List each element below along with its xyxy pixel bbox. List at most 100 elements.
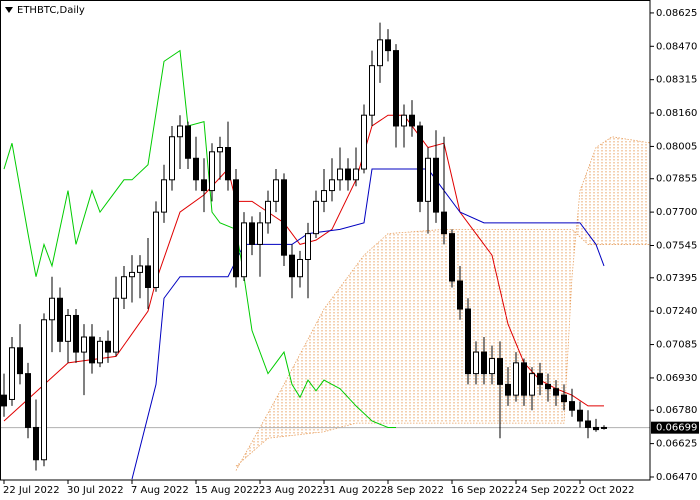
candle-body: [369, 65, 375, 116]
candle-body: [209, 151, 215, 192]
y-tick-label: 0.07545: [656, 240, 697, 251]
candle-body: [113, 297, 119, 353]
y-tick-label: 0.07395: [656, 273, 697, 284]
candle-body: [521, 362, 527, 396]
candle-body: [89, 336, 95, 364]
x-tick-label: 22 Jul 2022: [3, 485, 60, 496]
candle-body: [585, 420, 591, 428]
candle-body: [121, 276, 127, 299]
candle-body: [17, 347, 23, 375]
x-tick-label: 30 Jul 2022: [67, 485, 124, 496]
menu-triangle[interactable]: [5, 7, 13, 13]
x-tick-label: 2 Oct 2022: [579, 485, 634, 496]
candle-body: [353, 168, 359, 181]
candle-body: [433, 157, 439, 213]
candle-body: [505, 383, 511, 396]
candle-body: [393, 50, 399, 127]
candle-body: [385, 39, 391, 52]
candle-body: [273, 179, 279, 202]
candle-body: [529, 373, 535, 396]
candle-body: [129, 271, 135, 278]
candle-body: [489, 358, 495, 375]
candle-body: [305, 233, 311, 260]
candle-body: [233, 179, 239, 278]
candle-body: [73, 314, 79, 353]
x-tick-label: 23 Aug 2022: [259, 485, 323, 496]
candle-body: [177, 125, 183, 138]
candle-body: [249, 222, 255, 245]
candle-body: [377, 39, 383, 67]
y-tick-label: 0.06780: [656, 405, 697, 416]
x-tick-label: 16 Sep 2022: [451, 485, 514, 496]
candle-body: [257, 222, 263, 245]
candle-body: [537, 373, 543, 385]
x-tick-label: 8 Sep 2022: [387, 485, 444, 496]
x-tick-label: 7 Aug 2022: [131, 485, 189, 496]
chart-title: ETHBTC,Daily: [17, 5, 85, 16]
candle-body: [337, 168, 343, 181]
candle-body: [577, 409, 583, 422]
y-tick-label: 0.06470: [656, 472, 697, 483]
y-tick-label: 0.06625: [656, 439, 697, 450]
y-tick-label: 0.08625: [656, 8, 697, 19]
cloud-edge: [235, 136, 650, 467]
candle-body: [161, 179, 167, 213]
candle-body: [401, 114, 407, 127]
candle-body: [201, 179, 207, 192]
y-tick-label: 0.07700: [656, 207, 697, 218]
candle-body: [57, 297, 63, 342]
candle-body: [345, 168, 351, 181]
candle-body: [481, 351, 487, 375]
plot-area: [0, 22, 650, 480]
candle-body: [153, 211, 159, 288]
y-tick-label: 0.08470: [656, 41, 697, 52]
candle-body: [361, 114, 367, 170]
current-price-box: [651, 421, 699, 434]
indicator-line: [3, 49, 396, 428]
candle-body: [137, 265, 143, 273]
y-tick-label: 0.08005: [656, 141, 697, 152]
y-tick-label: 0.08160: [656, 108, 697, 119]
x-tick-label: 24 Sep 2022: [515, 485, 578, 496]
x-tick-label: 31 Aug 2022: [323, 485, 387, 496]
candle-body: [169, 136, 175, 181]
y-tick-label: 0.08315: [656, 75, 697, 86]
candle-body: [297, 258, 303, 278]
candle-body: [9, 347, 15, 400]
candle-body: [561, 394, 567, 403]
candle-body: [1, 394, 7, 407]
candle-body: [289, 254, 295, 278]
y-tick-label: 0.07855: [656, 174, 697, 185]
candle-body: [41, 319, 47, 461]
candle-body: [225, 147, 231, 181]
y-tick-label: 0.06930: [656, 373, 697, 384]
cloud-edge: [235, 228, 650, 471]
y-tick-label: 0.07240: [656, 306, 697, 317]
candle-body: [457, 280, 463, 310]
candle-body: [65, 314, 71, 342]
candle-body: [417, 125, 423, 202]
candle-body: [217, 147, 223, 153]
candle-body: [321, 190, 327, 202]
candle-body: [497, 358, 503, 385]
candle-body: [465, 308, 471, 375]
candle-body: [569, 401, 575, 411]
y-tick-label: 0.07085: [656, 340, 697, 351]
candle-body: [553, 388, 559, 396]
x-tick-label: 15 Aug 2022: [195, 485, 259, 496]
candle-body: [185, 125, 191, 159]
indicator-line: [131, 168, 605, 480]
current-price-label: 0.06699: [656, 423, 697, 434]
candle-body: [81, 336, 87, 353]
candle-body: [105, 340, 111, 353]
candle-body: [329, 179, 335, 192]
candle-body: [313, 200, 319, 235]
candle-body: [145, 265, 151, 288]
candle-body: [601, 426, 607, 429]
candle-body: [97, 340, 103, 364]
candle-body: [241, 222, 247, 278]
candle-body: [33, 426, 39, 461]
candle-body: [441, 211, 447, 235]
